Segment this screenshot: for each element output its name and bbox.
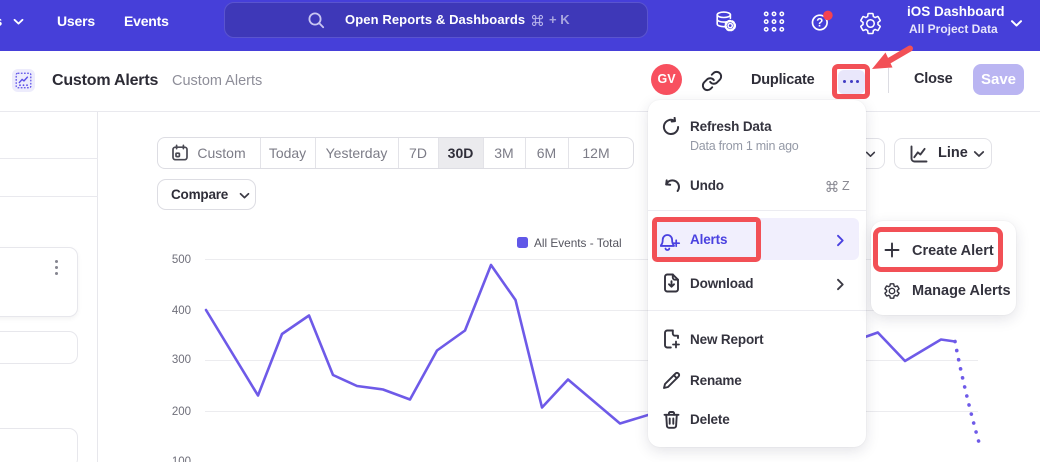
- svg-text:?: ?: [816, 18, 823, 30]
